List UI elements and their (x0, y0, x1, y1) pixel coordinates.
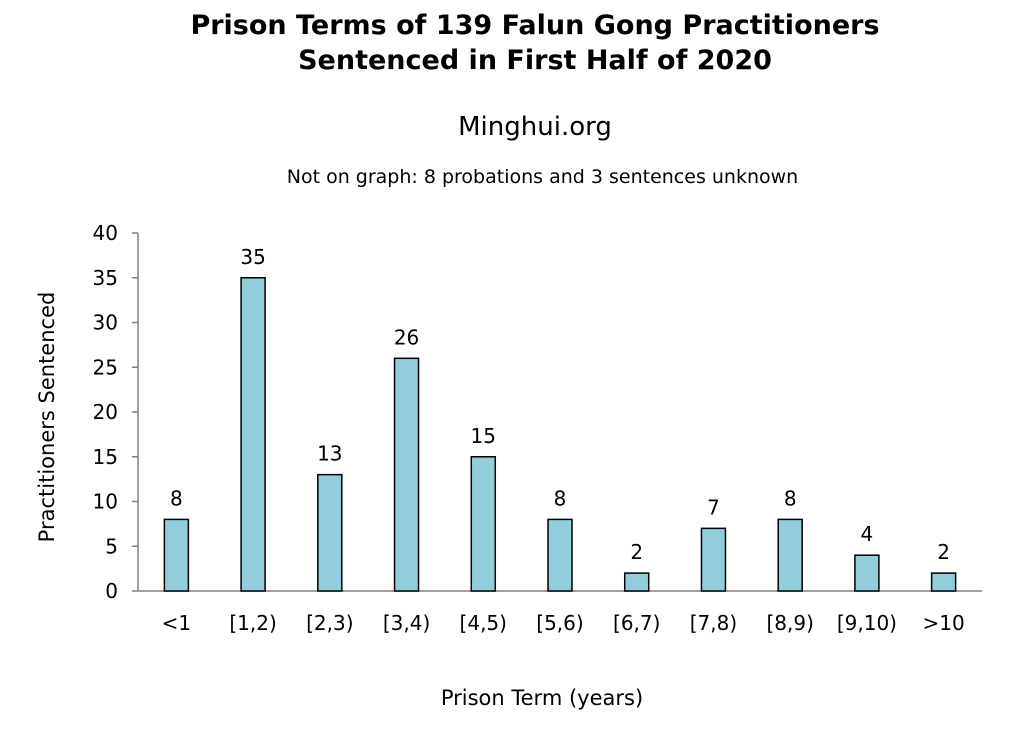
source-label: Minghui.org (458, 112, 612, 142)
bar (700, 527, 727, 592)
y-tick-label: 0 (105, 579, 118, 603)
data-label: 8 (554, 486, 567, 510)
bar (240, 277, 266, 592)
x-tick-label: [7,8) (690, 611, 737, 635)
x-tick-label: >10 (923, 611, 965, 635)
x-tick-label: [3,4) (383, 611, 430, 635)
x-tick-label: [6,7) (613, 611, 660, 635)
bar (623, 572, 650, 592)
bar (393, 357, 420, 592)
y-tick-label: 25 (93, 355, 118, 379)
bar (930, 572, 957, 592)
y-tick-label: 30 (93, 311, 118, 335)
chart-title-line-1: Prison Terms of 139 Falun Gong Practitio… (190, 10, 880, 41)
y-tick-label: 5 (105, 534, 118, 558)
y-tick-label: 35 (93, 266, 118, 290)
chart-title: Prison Terms of 139 Falun Gong Practitio… (0, 8, 1023, 78)
bar (547, 518, 573, 592)
data-label: 13 (317, 442, 342, 466)
data-label: 26 (394, 325, 419, 349)
x-tick-label: <1 (162, 611, 191, 635)
x-tick-label: [2,3) (306, 611, 353, 635)
x-tick-label: [4,5) (460, 611, 507, 635)
x-tick-label: [1,2) (229, 611, 276, 635)
y-tick-label: 15 (93, 445, 118, 469)
data-label: 15 (471, 424, 496, 448)
chart-title-line-2: Sentenced in First Half of 2020 (298, 45, 772, 76)
y-tick-label: 20 (93, 400, 118, 424)
data-label: 8 (784, 486, 797, 510)
bar (163, 518, 190, 592)
data-label: 35 (240, 245, 265, 269)
x-tick-label: [8,9) (766, 611, 813, 635)
y-axis-title: Practitioners Sentenced (35, 292, 59, 543)
y-tick-label: 10 (93, 490, 118, 514)
x-axis-title: Prison Term (years) (441, 686, 643, 710)
data-label: 4 (861, 522, 874, 546)
x-tick-label: [9,10) (837, 611, 897, 635)
chart-note: Not on graph: 8 probations and 3 sentenc… (286, 166, 799, 188)
y-tick-label: 40 (93, 221, 118, 245)
x-tick-label: [5,6) (536, 611, 583, 635)
bar (777, 518, 803, 592)
bar (470, 456, 497, 592)
bar (854, 554, 880, 592)
data-label: 2 (630, 540, 643, 564)
data-label: 7 (707, 495, 720, 519)
data-label: 2 (937, 540, 950, 564)
data-label: 8 (170, 486, 183, 510)
bar (317, 473, 343, 592)
